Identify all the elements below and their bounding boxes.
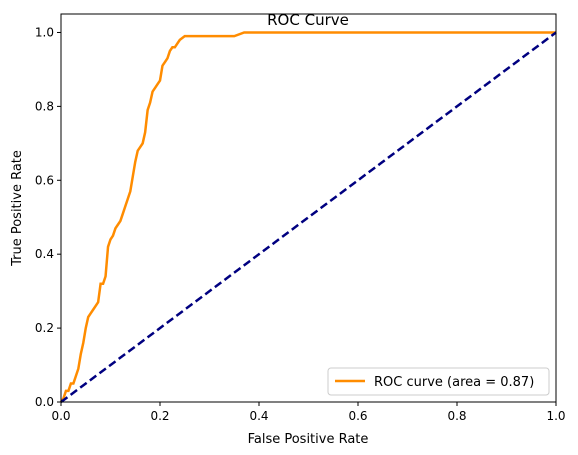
x-tick-label: 0.6 [348, 409, 367, 423]
x-tick-label: 0.2 [150, 409, 169, 423]
x-axis-label: False Positive Rate [248, 432, 369, 447]
x-tick-label: 1.0 [546, 409, 565, 423]
chart-title: ROC Curve [267, 11, 349, 29]
y-tick-label: 0.8 [35, 99, 54, 113]
y-tick-label: 0.0 [35, 395, 54, 409]
legend: ROC curve (area = 0.87) [327, 367, 550, 396]
x-tick-label: 0.4 [249, 409, 268, 423]
x-tick-label: 0.8 [447, 409, 466, 423]
y-axis-label: True Positive Rate [10, 150, 25, 267]
legend-box [327, 367, 550, 396]
plot-area [59, 31, 557, 404]
y-tick-label: 1.0 [35, 25, 54, 39]
axis-ticks: 0.0 0.2 0.4 0.6 0.8 1.0 0.0 0.2 0.4 0.6 0.8 1.0 [35, 25, 566, 423]
plot-frame [60, 13, 557, 403]
series-line-roc-curve [59, 31, 556, 403]
y-tick-label: 0.6 [35, 173, 54, 187]
y-tick-label: 0.4 [35, 247, 54, 261]
legend-label-roc-curve: ROC curve (area = 0.87) [374, 375, 534, 390]
series-line-random-baseline [60, 31, 557, 404]
y-tick-label: 0.2 [35, 321, 54, 335]
x-tick-label: 0.0 [51, 409, 70, 423]
